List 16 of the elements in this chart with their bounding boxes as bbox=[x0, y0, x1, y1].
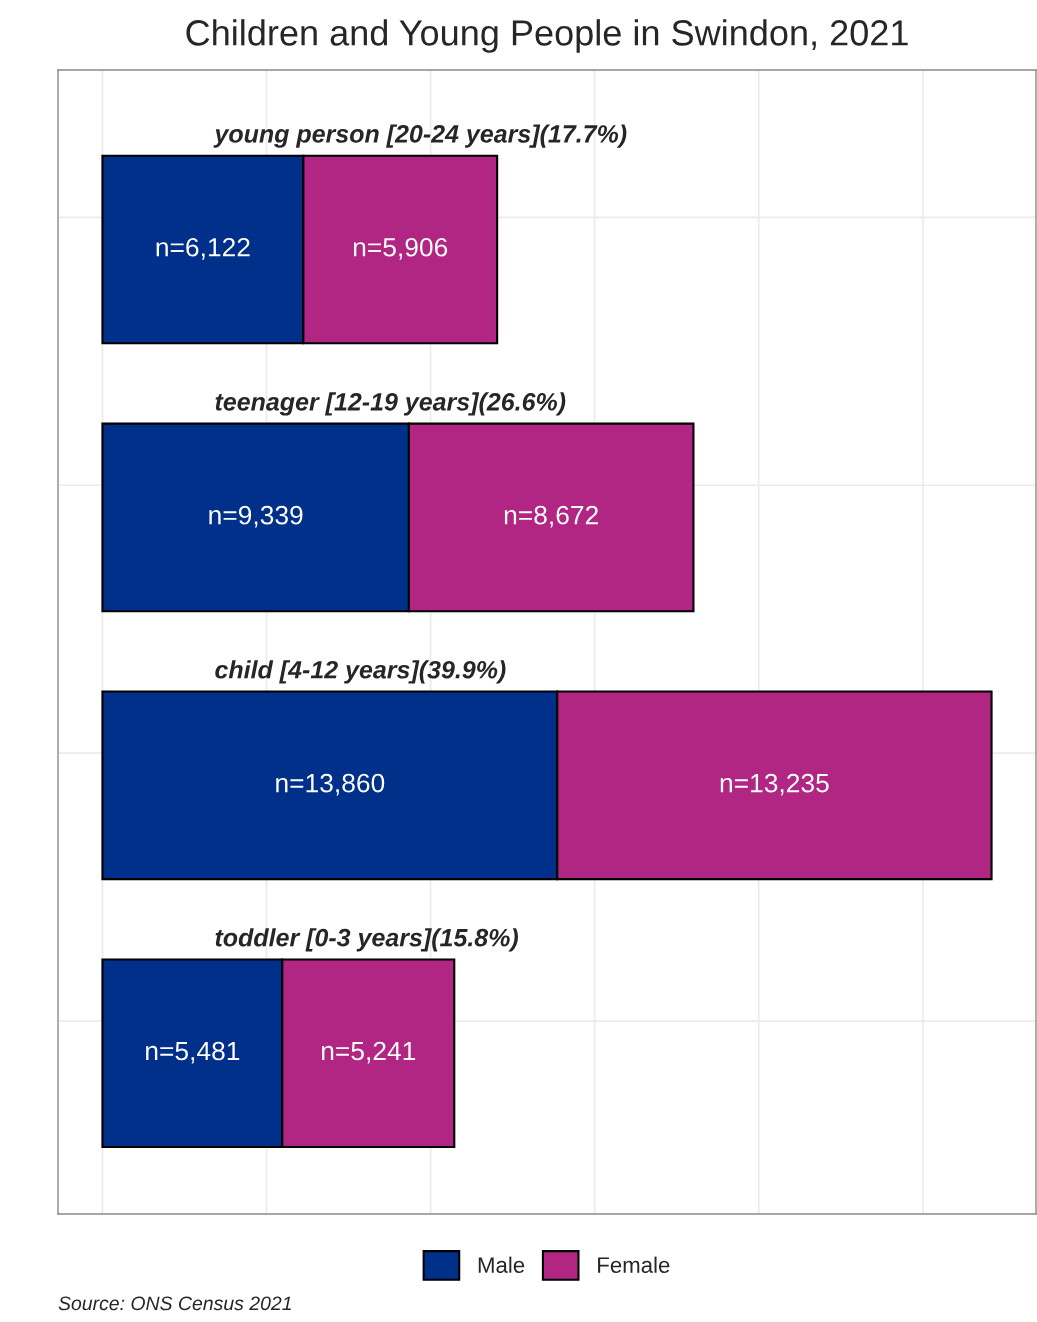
data-label: n=13,235 bbox=[720, 773, 829, 796]
data-label: n=13,860 bbox=[276, 773, 385, 796]
data-label: n=5,241 bbox=[321, 1041, 416, 1064]
source-note: Source: ONS Census 2021 bbox=[58, 1296, 291, 1311]
data-label: n=6,122 bbox=[156, 237, 250, 260]
data-label: n=9,339 bbox=[209, 505, 303, 528]
y-tick-label: teenager [12-19 years](26.6%) bbox=[215, 392, 566, 416]
chart-title: Children and Young People in Swindon, 2021 bbox=[186, 19, 908, 53]
y-tick-label: toddler [0-3 years](15.8%) bbox=[215, 928, 519, 952]
data-label: n=8,672 bbox=[504, 505, 598, 528]
y-tick-label: young person [20-24 years](17.7%) bbox=[213, 124, 627, 148]
legend-label: Female bbox=[598, 1256, 670, 1273]
y-tick-label: child [4-12 years](39.9%) bbox=[215, 660, 506, 684]
data-label: n=5,906 bbox=[353, 237, 448, 260]
data-label: n=5,481 bbox=[146, 1041, 240, 1064]
legend-label: Male bbox=[478, 1256, 525, 1273]
